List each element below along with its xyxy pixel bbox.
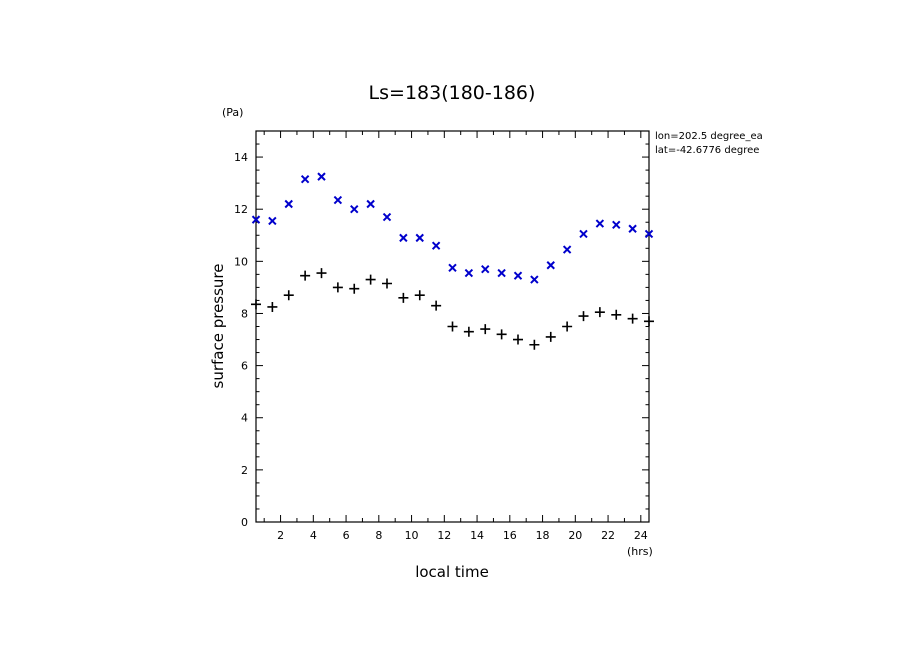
y-unit-label: (Pa) [222, 106, 243, 119]
chart-title: Ls=183(180-186) [369, 82, 536, 104]
data-point-cross [448, 263, 457, 273]
data-point-plus [332, 282, 343, 293]
data-point-plus [545, 331, 556, 342]
data-point-cross [546, 261, 555, 270]
x-tick-label: 20 [568, 529, 582, 542]
data-point-cross [464, 268, 474, 278]
data-point-plus [316, 268, 327, 279]
y-tick-label: 0 [241, 516, 248, 529]
data-point-cross [300, 175, 310, 184]
annotation-clip-mask [780, 125, 904, 165]
data-point-plus [447, 321, 458, 332]
x-unit-label: (hrs) [627, 545, 653, 558]
data-point-plus [513, 334, 523, 345]
data-point-cross [431, 241, 441, 250]
data-point-cross [399, 233, 408, 243]
data-point-plus [627, 313, 638, 324]
data-point-cross [251, 215, 261, 224]
data-point-cross [268, 216, 277, 226]
x-axis-label: local time [415, 563, 489, 581]
data-point-cross [612, 220, 621, 230]
data-point-plus [644, 316, 654, 327]
annotation-lon: lon=202.5 degree_ea [655, 131, 763, 142]
data-point-cross [595, 219, 605, 228]
data-point-cross [350, 204, 359, 214]
x-tick-label: 24 [634, 529, 648, 542]
data-point-plus [382, 278, 392, 289]
x-tick-label: 8 [375, 529, 382, 542]
y-tick-label: 12 [234, 203, 248, 216]
y-axis-label: surface pressure [209, 264, 227, 389]
data-point-cross [628, 224, 637, 233]
data-point-cross [497, 268, 506, 278]
x-tick-label: 10 [405, 529, 419, 542]
x-tick-label: 16 [503, 529, 517, 542]
data-point-plus [365, 274, 376, 285]
data-point-plus [349, 283, 360, 294]
data-point-cross [366, 199, 375, 209]
data-point-cross [481, 264, 490, 274]
data-point-plus [529, 339, 540, 350]
x-tick-label: 2 [277, 529, 284, 542]
data-point-cross [530, 275, 539, 284]
x-tick-label: 14 [470, 529, 484, 542]
x-tick-label: 12 [437, 529, 451, 542]
y-tick-label: 8 [241, 307, 248, 320]
data-point-plus [496, 329, 507, 340]
data-point-plus [562, 321, 573, 332]
data-point-plus [463, 326, 474, 337]
annotation-lat: lat=-42.6776 degree [655, 145, 759, 156]
y-tick-label: 10 [234, 255, 248, 268]
x-tick-label: 22 [601, 529, 615, 542]
data-point-plus [480, 324, 491, 335]
data-point-plus [398, 292, 409, 303]
y-tick-label: 6 [241, 360, 248, 373]
data-point-plus [267, 301, 278, 312]
data-point-plus [251, 299, 261, 310]
data-point-cross [415, 233, 424, 243]
data-point-cross [644, 229, 654, 239]
data-point-cross [513, 271, 523, 280]
data-point-plus [300, 270, 311, 281]
x-tick-label: 6 [343, 529, 350, 542]
data-point-cross [317, 172, 326, 181]
data-point-cross [284, 199, 293, 209]
y-tick-label: 14 [234, 151, 248, 164]
y-tick-label: 4 [241, 412, 248, 425]
data-point-plus [414, 290, 425, 301]
data-point-plus [283, 290, 294, 301]
data-point-plus [594, 307, 605, 318]
x-tick-label: 4 [310, 529, 317, 542]
data-point-cross [562, 245, 572, 254]
data-point-cross [382, 212, 392, 222]
data-point-cross [333, 195, 343, 205]
x-tick-label: 18 [536, 529, 550, 542]
y-tick-label: 2 [241, 464, 248, 477]
data-point-cross [579, 229, 588, 239]
data-point-plus [431, 300, 442, 311]
data-point-plus [611, 309, 622, 320]
data-point-plus [578, 311, 589, 322]
